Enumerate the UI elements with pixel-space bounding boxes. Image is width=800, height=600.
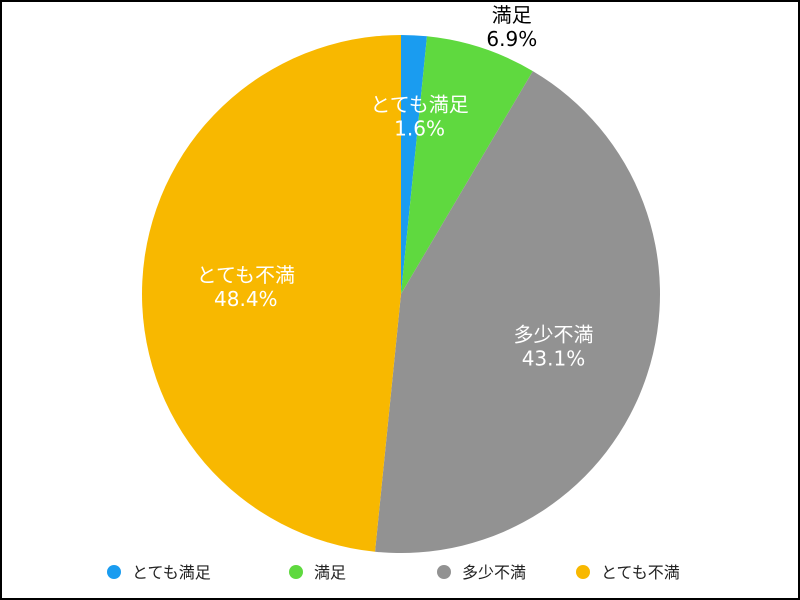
legend-swatch-4 xyxy=(576,565,590,579)
pie-slice-4 xyxy=(142,35,401,552)
legend: とても満足 満足 多少不満 とても不満 xyxy=(107,563,680,582)
slice-label-4: とても不満 xyxy=(197,263,295,287)
slice-label-1: とても満足 xyxy=(370,92,468,116)
pie-slice-1 xyxy=(401,35,427,294)
slice-value-label-3: 43.1% xyxy=(522,347,586,371)
legend-label-3: 多少不満 xyxy=(462,563,526,582)
slice-label-3: 多少不満 xyxy=(513,323,593,347)
legend-swatch-2 xyxy=(289,565,303,579)
legend-swatch-1 xyxy=(107,565,121,579)
pie-slice-3 xyxy=(375,71,660,554)
legend-label-4: とても不満 xyxy=(601,563,680,582)
legend-label-1: とても満足 xyxy=(132,563,211,582)
slice-label-2: 満足 xyxy=(492,3,532,27)
slice-value-label-1: 1.6% xyxy=(394,116,445,140)
pie-slice-2 xyxy=(401,36,533,295)
legend-label-2: 満足 xyxy=(314,563,346,582)
legend-swatch-3 xyxy=(437,565,451,579)
slice-value-label-4: 48.4% xyxy=(214,287,278,311)
pie-slices xyxy=(142,35,660,554)
slice-value-label-2: 6.9% xyxy=(486,27,537,51)
